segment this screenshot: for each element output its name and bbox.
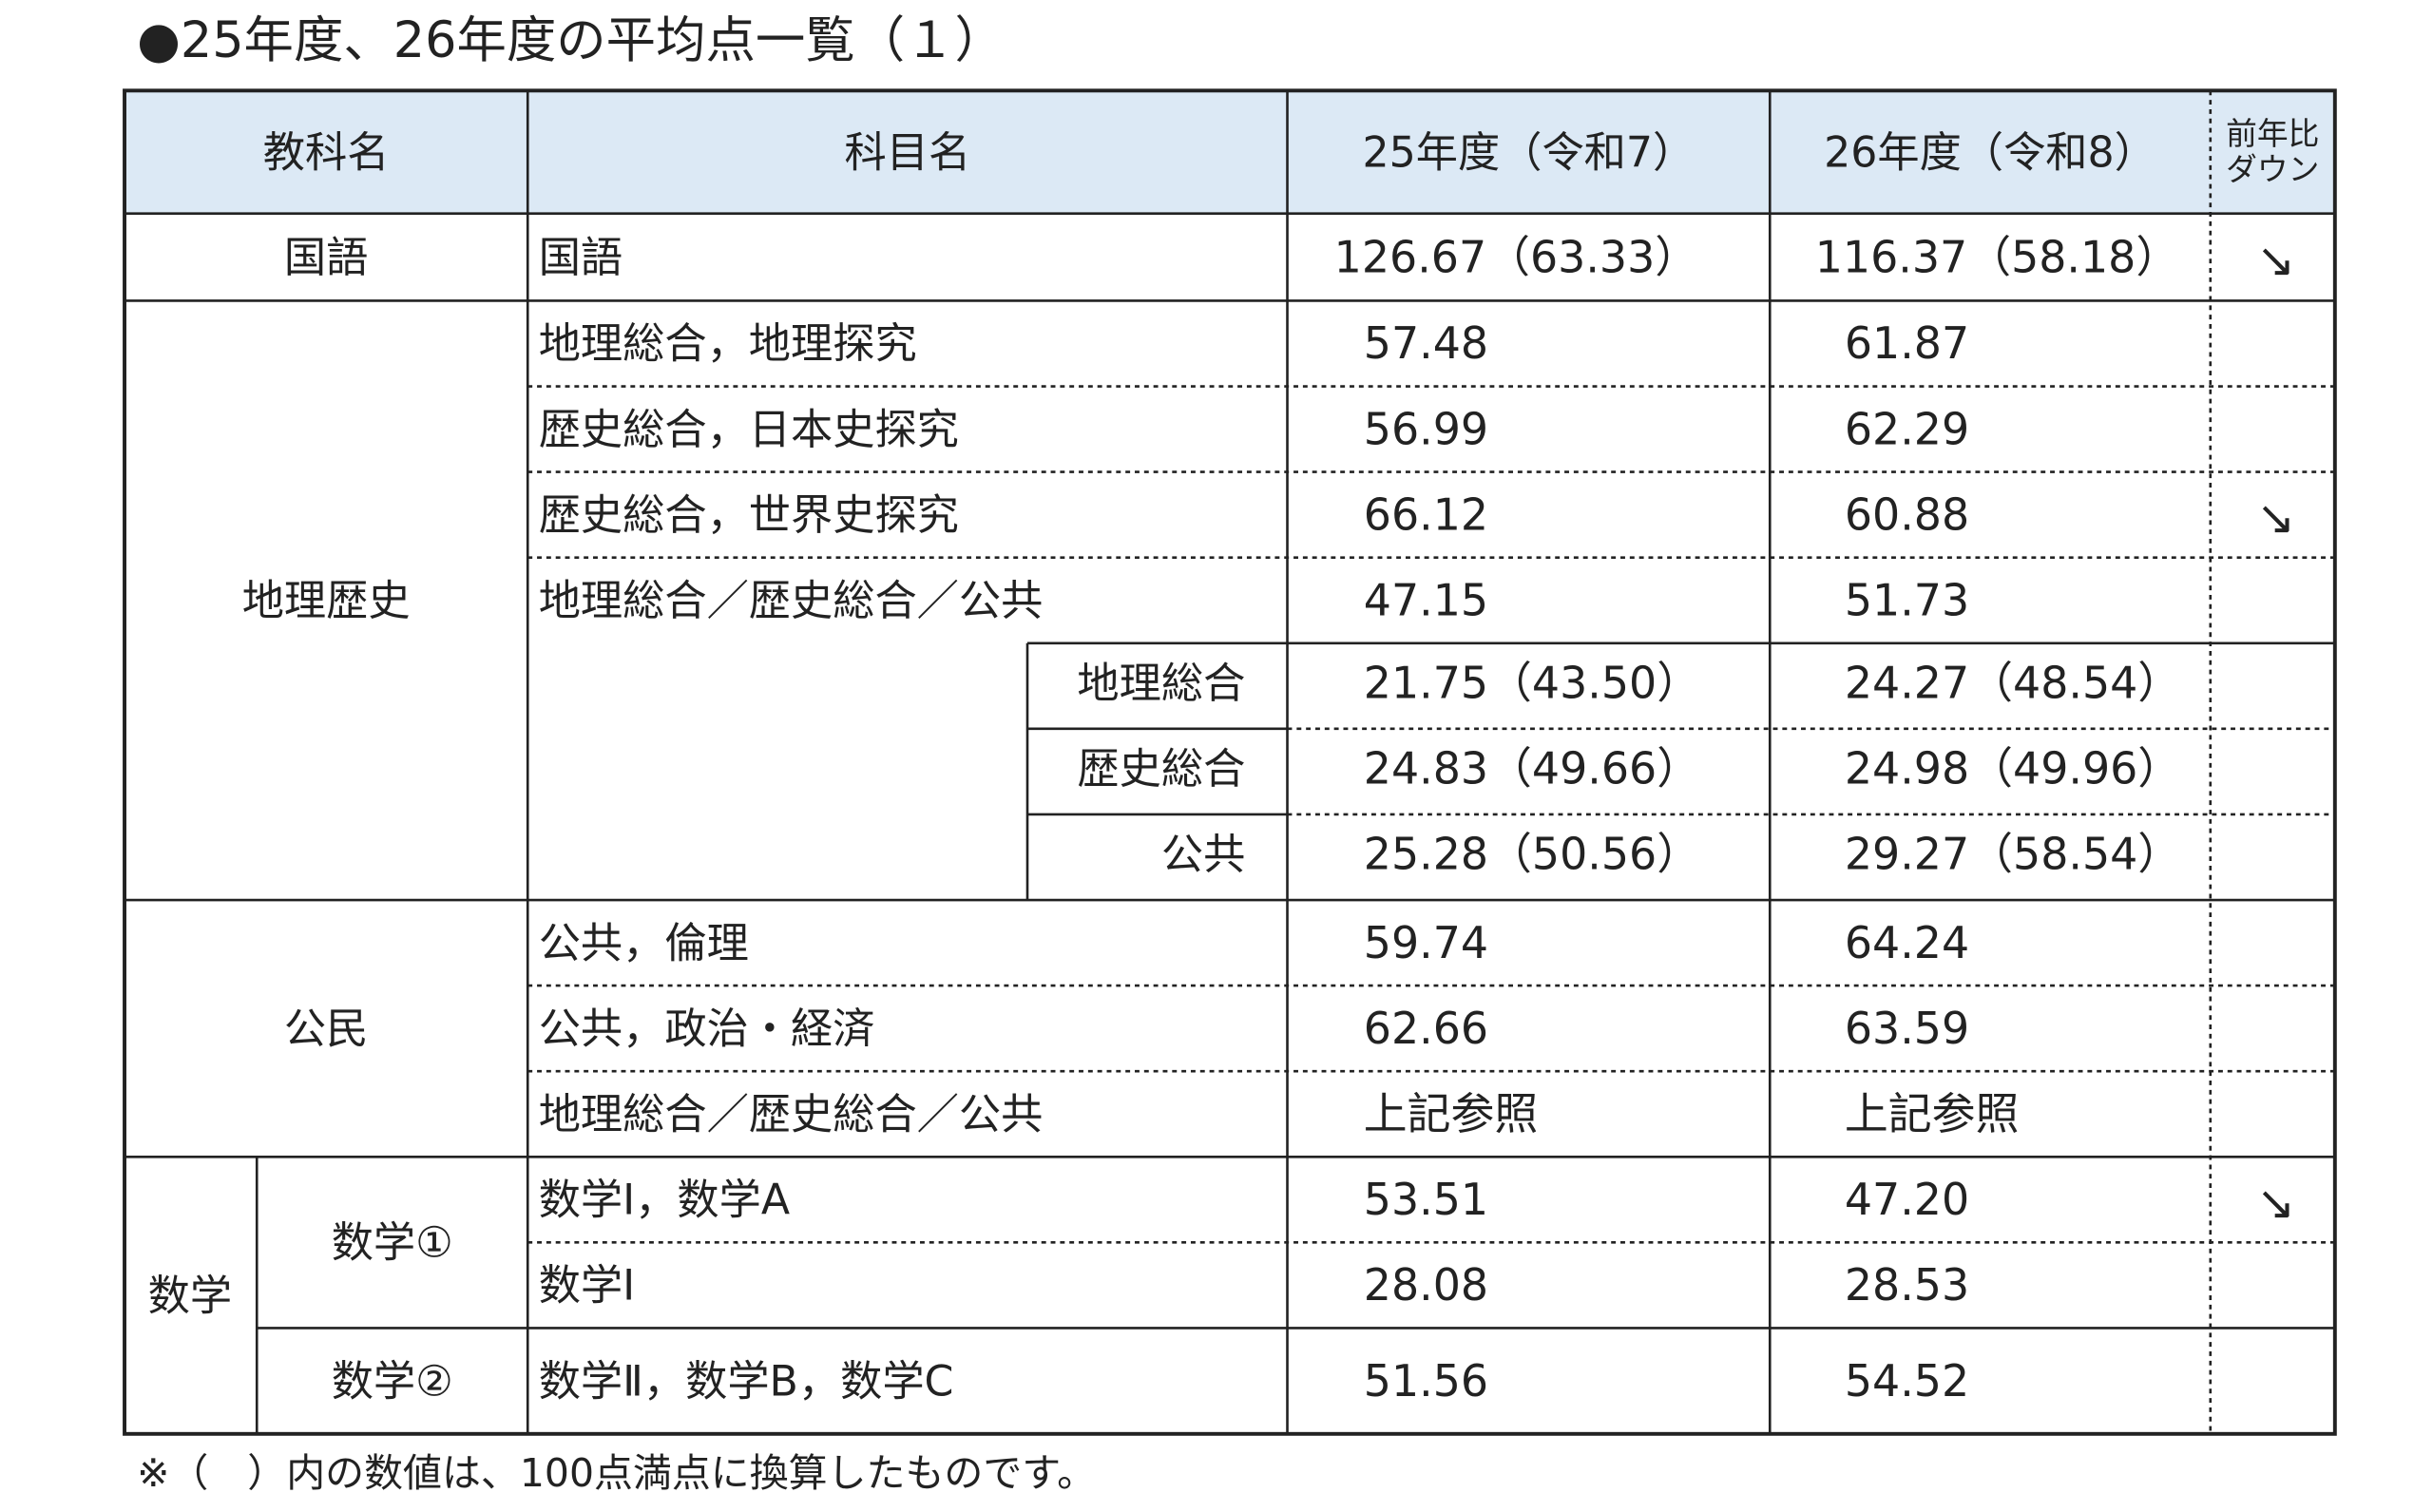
subject: 地理総合／歴史総合／公共 xyxy=(539,1090,1044,1139)
header-cell: ダウン xyxy=(2226,151,2319,187)
value-26: 61.87 xyxy=(1845,317,1969,369)
subject: 数学Ⅰ xyxy=(539,1262,635,1311)
value-25: 上記参照 xyxy=(1364,1088,1538,1139)
subgroup-label: 数学① xyxy=(332,1219,453,1268)
down-mark: ↘ xyxy=(2256,490,2295,545)
sub-subject: 地理総合 xyxy=(1077,660,1245,708)
value-26: 54.52 xyxy=(1845,1355,1969,1407)
header-bg xyxy=(125,90,2335,214)
value-26: 24.98（49.96） xyxy=(1845,742,2181,794)
value-26: 60.88 xyxy=(1845,488,1969,540)
value-25: 47.15 xyxy=(1364,574,1488,625)
section-label: 地理歴史 xyxy=(242,577,411,625)
value-25: 126.67（63.33） xyxy=(1334,231,1698,282)
title: ●25年度、26年度の平均点一覧（１） xyxy=(137,11,1005,69)
subject: 数学Ⅰ，数学A xyxy=(539,1177,790,1225)
table-border xyxy=(123,88,2337,1436)
subject: 数学Ⅱ，数学B，数学C xyxy=(539,1357,954,1406)
subject: 歴史総合，世界史探究 xyxy=(539,491,959,540)
section-label: 国語 xyxy=(284,234,368,282)
subject: 地理総合，地理探究 xyxy=(539,320,917,369)
down-mark: ↘ xyxy=(2256,1175,2295,1230)
value-26: 28.53 xyxy=(1845,1259,1969,1311)
sub-subject: 歴史総合 xyxy=(1077,745,1245,794)
sub-subject: 公共 xyxy=(1161,831,1245,879)
header-cell: 教科名 xyxy=(263,128,390,177)
value-26: 63.59 xyxy=(1845,1003,1969,1054)
value-26: 29.27（58.54） xyxy=(1845,828,2181,879)
footnote: ※（ ）内の数値は、100点満点に換算したものです。 xyxy=(137,1450,1096,1496)
value-25: 53.51 xyxy=(1364,1174,1488,1225)
header-cell: 25年度（令和7） xyxy=(1363,128,1695,177)
value-26: 上記参照 xyxy=(1845,1088,2019,1139)
section-label: 公民 xyxy=(284,1005,368,1053)
value-25: 56.99 xyxy=(1364,403,1488,454)
section-label: 数学 xyxy=(148,1272,232,1320)
value-25: 21.75（43.50） xyxy=(1364,657,1700,708)
value-25: 24.83（49.66） xyxy=(1364,742,1700,794)
value-26: 51.73 xyxy=(1845,574,1969,625)
subject: 歴史総合，日本史探究 xyxy=(539,406,959,454)
subject: 公共，政治・経済 xyxy=(539,1005,875,1053)
value-26: 62.29 xyxy=(1845,403,1969,454)
value-25: 66.12 xyxy=(1364,488,1488,540)
value-25: 25.28（50.56） xyxy=(1364,828,1700,879)
subject: 地理総合／歴史総合／公共 xyxy=(539,577,1044,625)
value-26: 24.27（48.54） xyxy=(1845,657,2181,708)
value-25: 28.08 xyxy=(1364,1259,1488,1311)
value-26: 64.24 xyxy=(1845,917,1969,968)
value-25: 57.48 xyxy=(1364,317,1488,369)
subject: 公共，倫理 xyxy=(539,919,749,967)
header-cell: 科目名 xyxy=(845,128,971,177)
subgroup-label: 数学② xyxy=(332,1357,453,1406)
value-25: 62.66 xyxy=(1364,1003,1488,1054)
value-25: 59.74 xyxy=(1364,917,1488,968)
subject: 国語 xyxy=(539,234,623,282)
down-mark: ↘ xyxy=(2256,233,2295,288)
header-cell: 26年度（令和8） xyxy=(1824,128,2156,177)
value-25: 51.56 xyxy=(1364,1355,1488,1407)
header-cell: 前年比 xyxy=(2226,116,2319,152)
value-26: 47.20 xyxy=(1845,1174,1969,1225)
value-26: 116.37（58.18） xyxy=(1815,231,2179,282)
